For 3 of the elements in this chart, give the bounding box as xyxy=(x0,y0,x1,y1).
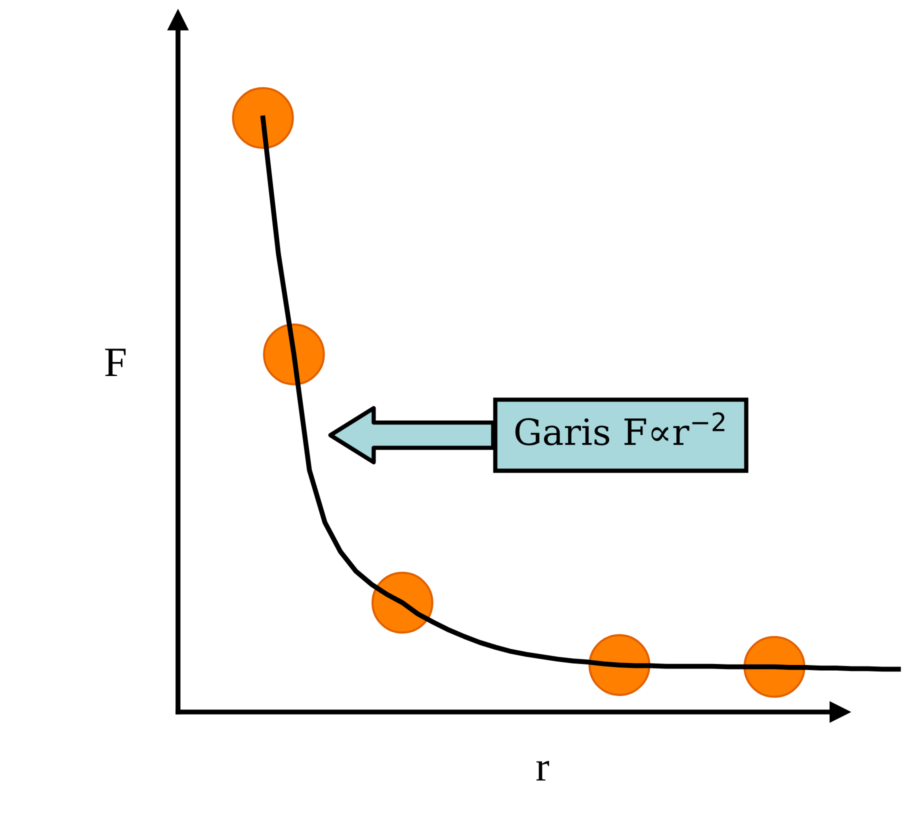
annotation: Garis F∝r$^{−2}$ xyxy=(515,412,724,446)
x-axis-title: r xyxy=(536,760,550,780)
y-axis-title: F xyxy=(105,348,126,376)
